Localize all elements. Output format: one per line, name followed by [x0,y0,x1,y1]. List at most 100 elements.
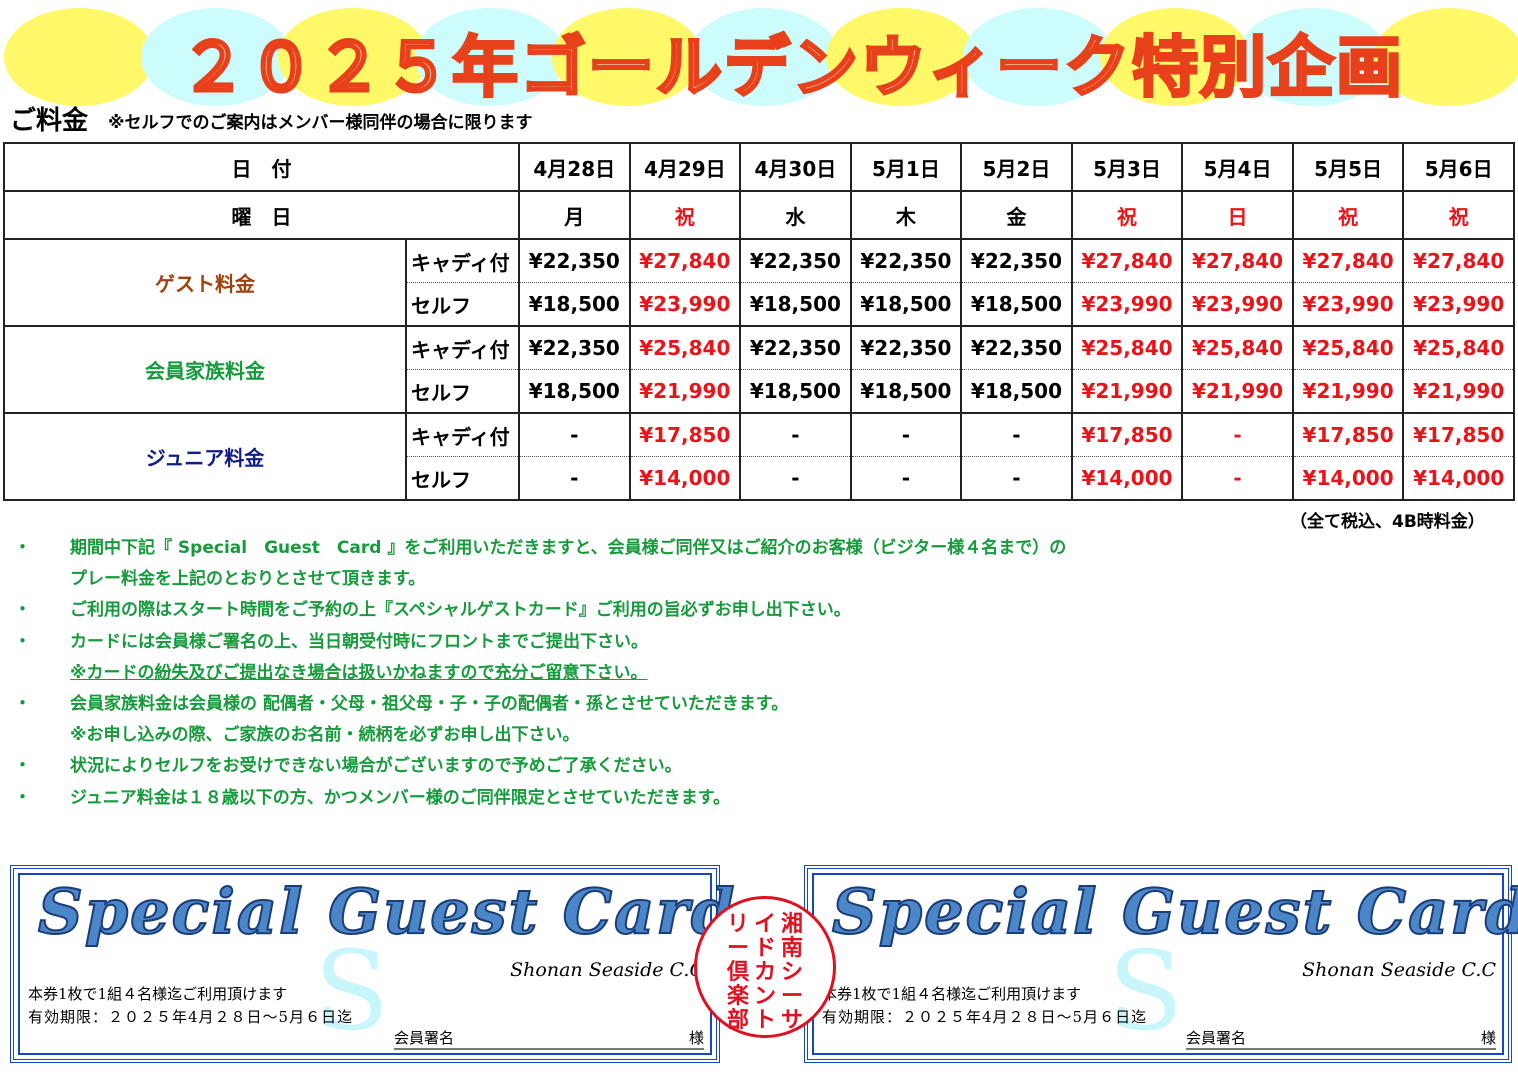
member-signature-line[interactable]: 会員署名 様 [394,1027,704,1050]
price-cell: ¥25,840 [1181,325,1294,370]
table-row: セルフ ¥18,500 ¥23,990 ¥18,500 ¥18,500 ¥18,500 ¥2… [4,282,1515,327]
price-cell: ¥23,990 [1291,282,1405,327]
price-cell: ¥18,500 [518,282,631,327]
weekday-cell: 月 [518,190,631,240]
stamp-column: イドカント [753,912,776,1033]
weekday-cell: 祝 [1291,190,1405,240]
decor-circle [552,8,702,106]
price-cell: ¥17,850 [1402,412,1515,457]
special-guest-card-left: S Special Guest Card Shonan Seaside C.C … [10,865,735,1063]
decor-circle [1374,8,1518,106]
card-validity: 有効期限：２０２５年4月２８日～5月６日迄 [822,1008,1148,1026]
fee-note: ※セルフでのご案内はメンバー様同伴の場合に限ります [108,113,533,133]
sign-label: 会員署名 [1186,1029,1247,1047]
price-cell: ¥22,350 [739,238,852,283]
price-cell: - [960,456,1073,501]
decor-circle [278,8,428,106]
stamp-column: 湘南シーサ [780,912,803,1033]
special-guest-card-right: S Special Guest Card Shonan Seaside C.C … [804,865,1518,1063]
watermark-s: S [314,927,390,1055]
weekday-cell: 祝 [628,190,742,240]
price-cell: - [849,456,963,501]
price-cell: ¥18,500 [849,282,963,327]
price-cell: ¥22,350 [849,238,963,283]
price-cell: ¥18,500 [960,369,1073,414]
price-cell: ¥27,840 [1070,238,1184,283]
price-cell: ¥22,350 [739,325,852,370]
page-title: ２０２５年ゴールデンウィーク特別企画 [179,28,1404,108]
price-cell: ¥18,500 [518,369,631,414]
date-cell: 5月3日 [1070,142,1184,192]
play-type: セルフ [405,456,520,501]
price-cell: - [518,412,631,457]
price-cell: ¥27,840 [1402,238,1515,283]
sign-suffix: 様 [1480,1029,1496,1047]
price-cell: ¥22,350 [518,325,631,370]
rate-group-label: 会員家族料金 [3,325,407,414]
price-cell: ¥18,500 [960,282,1073,327]
price-cell: ¥25,840 [628,325,742,370]
price-cell: - [739,412,852,457]
note-text: 状況によりセルフをお受けできない場合がございますので予めご了承ください。 [70,756,682,777]
price-cell: ¥25,840 [1402,325,1515,370]
note-text: ジュニア料金は１８歳以下の方、かつメンバー様のご同伴限定とさせていただきます。 [70,787,731,808]
price-cell: ¥21,990 [628,369,742,414]
bullet: ・ [14,787,31,808]
play-type: キャディ付 [405,412,520,457]
stamp-column: リー倶楽部 [726,912,749,1033]
price-cell: ¥27,840 [628,238,742,283]
weekday-cell: 水 [739,190,852,240]
card-title: Special Guest Card [831,874,1518,949]
bullet: ・ [14,600,31,621]
price-cell: ¥18,500 [739,369,852,414]
play-type: キャディ付 [405,238,520,283]
price-cell: ¥21,990 [1402,369,1515,414]
price-cell: ¥14,000 [1070,456,1184,501]
note-text: カードには会員様ご署名の上、当日朝受付時にフロントまでご提出下さい。 [70,631,648,652]
price-cell: - [960,412,1073,457]
date-cell: 5月1日 [849,142,963,192]
club-name: Shonan Seaside C.C [510,959,704,981]
weekday-cell: 祝 [1402,190,1515,240]
date-cell: 5月5日 [1291,142,1405,192]
price-cell: ¥23,990 [1402,282,1515,327]
decor-circle [1237,8,1387,106]
note-text: ※カードの紛失及びご提出なき場合は扱いかねますので充分ご留意下さい。 [70,662,648,683]
decor-circle [1100,8,1250,106]
price-cell: - [518,456,631,501]
weekday-row: 曜 日月祝水木金祝日祝祝 [3,190,1515,240]
rate-group-label: ジュニア料金 [3,412,407,501]
price-cell: ¥14,000 [1291,456,1405,501]
price-cell: ¥14,000 [1402,456,1515,501]
price-cell: ¥23,990 [1070,282,1184,327]
price-cell: ¥21,990 [1291,369,1405,414]
date-cell: 4月30日 [739,142,852,192]
price-cell: ¥22,350 [849,325,963,370]
sign-label: 会員署名 [394,1029,455,1047]
decor-circle [141,8,291,106]
weekday-cell: 日 [1181,190,1294,240]
table-row: セルフ - ¥14,000- - - ¥14,000- ¥14,000 ¥14,000 [4,456,1515,501]
price-cell: ¥21,990 [1181,369,1294,414]
price-cell: ¥17,850 [628,412,742,457]
play-type: セルフ [405,282,520,327]
bullet: ・ [14,756,31,777]
date-cell: 5月2日 [960,142,1073,192]
price-table: 日 付 4月28日 4月29日 4月30日 5月1日 5月2日 5月3日 5月4日 5月5日 5月… [3,142,1515,501]
table-row: セルフ ¥18,500 ¥21,990 ¥18,500 ¥18,500 ¥18,500 ¥2… [4,369,1515,414]
bullet: ・ [14,631,31,652]
card-usage: 本券1枚で1組４名様迄ご利用頂けます [822,985,1082,1003]
price-cell: - [739,456,852,501]
note-text: ※お申し込みの際、ご家族のお名前・続柄を必ずお申し出下さい。 [70,725,580,746]
date-row: 日 付 4月28日 4月29日 4月30日 5月1日 5月2日 5月3日 5月4日 5月5日 5月… [3,142,1515,192]
play-type: キャディ付 [405,325,520,370]
decor-circle [963,8,1113,106]
price-cell: ¥18,500 [739,282,852,327]
note-text: 会員家族料金は会員様の 配偶者・父母・祖父母・子・子の配偶者・孫とさせていただき… [70,693,789,714]
club-seal-stamp: 湘南シーサ イドカント リー倶楽部 [694,896,836,1038]
note-text: 期間中下記『 Special Guest Card 』をご利用いただきますと、会… [70,538,1067,558]
price-cell: ¥23,990 [628,282,742,327]
member-signature-line[interactable]: 会員署名 様 [1186,1027,1496,1050]
price-cell: ¥23,990 [1181,282,1294,327]
weekday-cell: 木 [849,190,963,240]
